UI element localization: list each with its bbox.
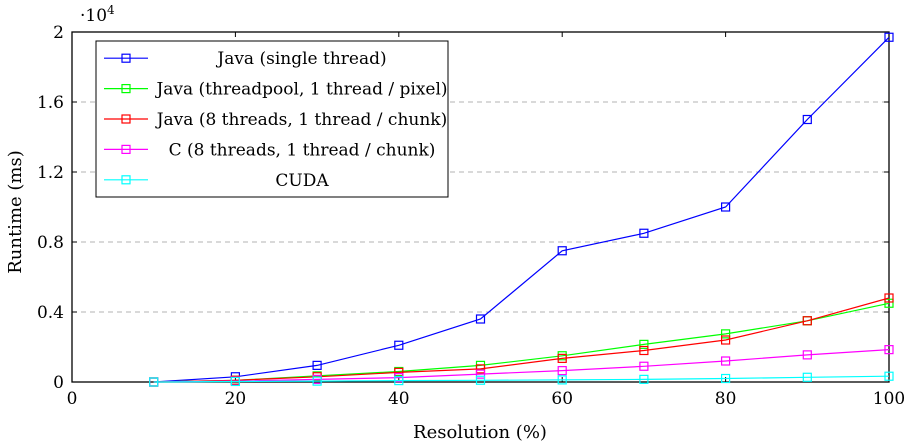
- legend-item: Java (8 threads, 1 thread / chunk): [104, 110, 447, 130]
- data-point: [475, 314, 486, 324]
- data-point: [557, 366, 567, 376]
- data-point: [720, 202, 731, 212]
- series-4: [149, 371, 894, 387]
- data-point: [884, 298, 894, 308]
- data-point: [884, 32, 894, 42]
- legend-item: C (8 threads, 1 thread / chunk): [104, 140, 435, 160]
- data-point: [639, 361, 649, 371]
- data-point: [720, 356, 731, 366]
- legend-swatch-marker: [121, 53, 131, 63]
- data-point: [639, 228, 649, 238]
- legend-item: Java (threadpool, 1 thread / pixel): [104, 80, 448, 100]
- data-point: [639, 339, 649, 349]
- data-point: [557, 375, 567, 385]
- data-point: [884, 293, 894, 303]
- data-point: [720, 329, 731, 339]
- x-tick-label: 0: [67, 389, 78, 409]
- data-point: [149, 377, 159, 387]
- legend-item: Java (single thread): [104, 49, 387, 69]
- data-point: [720, 335, 731, 345]
- x-tick-label: 40: [388, 389, 410, 409]
- legend-swatch-marker: [121, 83, 131, 94]
- data-point: [557, 353, 567, 363]
- x-tick-label: 80: [715, 389, 737, 409]
- y-tick-label: 0.8: [37, 233, 64, 253]
- labels: ·104 Resolution (%) Runtime (ms): [5, 3, 547, 443]
- y-scale-prefix: ·104: [80, 3, 115, 26]
- series-line: [153, 349, 890, 383]
- data-point: [230, 376, 240, 387]
- series-line: [153, 36, 890, 383]
- legend-swatch-marker: [121, 144, 131, 154]
- legend-label: Java (threadpool, 1 thread / pixel): [154, 80, 447, 100]
- data-point: [802, 350, 812, 360]
- legend-label: Java (single thread): [215, 49, 386, 69]
- legend-item: CUDA: [104, 171, 329, 191]
- data-point: [802, 114, 812, 125]
- plot-frame: [71, 31, 890, 383]
- legend-swatch-marker: [121, 175, 131, 185]
- y-tick-label: 1.6: [37, 93, 64, 113]
- legend-label: Java (8 threads, 1 thread / chunk): [155, 110, 448, 130]
- series-line: [153, 375, 890, 383]
- legend-box: [95, 40, 449, 198]
- y-tick-label: 2: [53, 23, 64, 43]
- data-point: [475, 375, 486, 385]
- x-axis-title: Resolution (%): [413, 422, 547, 443]
- data-point: [802, 316, 812, 326]
- x-tick-label: 100: [873, 389, 904, 409]
- data-point: [720, 373, 731, 384]
- series-line: [153, 297, 890, 383]
- x-tick-label: 20: [225, 389, 247, 409]
- legend: Java (single thread) Java (threadpool, 1 …: [95, 40, 449, 198]
- data-point: [802, 372, 812, 382]
- y-tick-label: 0.4: [37, 303, 64, 323]
- y-tick-label: 0: [53, 373, 64, 393]
- data-point: [475, 369, 486, 379]
- data-point: [394, 340, 404, 350]
- legend-label: CUDA: [275, 171, 329, 191]
- series-group: [149, 32, 894, 387]
- x-tick-label: 60: [551, 389, 573, 409]
- legend-label: C (8 threads, 1 thread / chunk): [169, 140, 436, 160]
- data-point: [557, 246, 567, 256]
- axes: 0 20 40 60 80 100 0 0.4 0.8 1.2 1.6 2: [37, 23, 904, 409]
- data-point: [639, 345, 649, 356]
- y-tick-label: 1.2: [37, 163, 64, 183]
- data-point: [475, 364, 486, 374]
- data-point: [884, 345, 894, 355]
- y-scale-exponent: 4: [107, 3, 115, 17]
- legend-swatch-marker: [121, 114, 131, 124]
- y-axis-title: Runtime (ms): [5, 150, 26, 274]
- series-line: [153, 302, 890, 383]
- data-point: [639, 374, 649, 384]
- data-point: [884, 371, 894, 381]
- data-point: [312, 360, 322, 370]
- data-point: [394, 376, 404, 386]
- data-point: [312, 376, 322, 386]
